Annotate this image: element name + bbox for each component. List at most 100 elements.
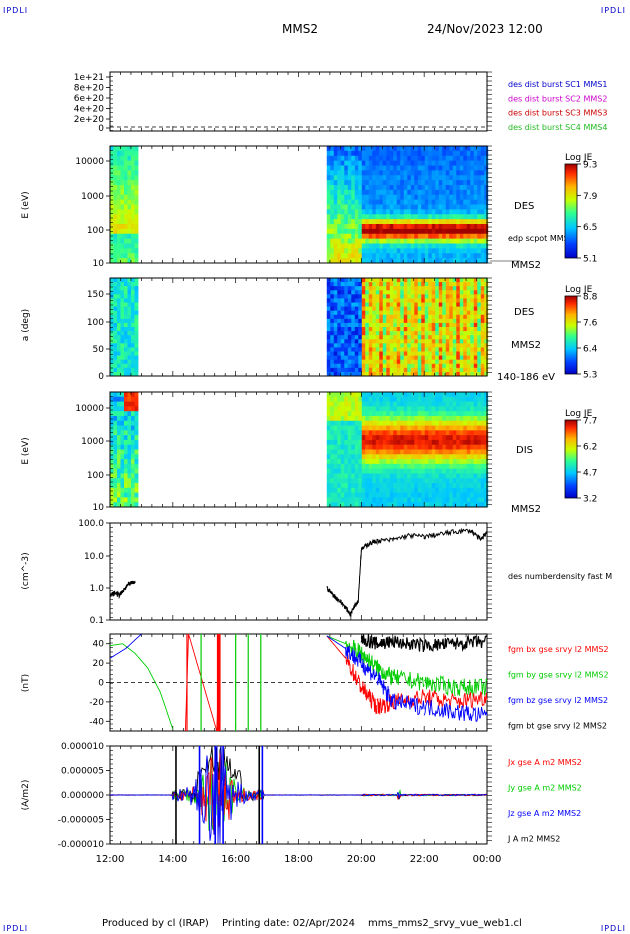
heatmap-cell [330, 180, 335, 186]
heatmap-cell [361, 314, 366, 320]
heatmap-cell [389, 243, 394, 249]
heatmap-cell [431, 473, 436, 479]
fgm-ytick-label: -20 [89, 698, 104, 708]
heatmap-cell [351, 339, 356, 344]
heatmap-cell [382, 314, 387, 320]
heatmap-cell [344, 248, 349, 254]
heatmap-cell [424, 363, 429, 369]
heatmap-cell [452, 449, 457, 455]
heatmap-cell [361, 209, 366, 215]
heatmap-cell [365, 492, 370, 498]
heatmap-cell [477, 444, 482, 450]
heatmap-cell [445, 180, 450, 186]
heatmap-cell [379, 502, 384, 508]
heatmap-cell [438, 170, 443, 176]
heatmap-cell [473, 415, 478, 422]
heatmap-cell [396, 310, 401, 316]
heatmap-cell [456, 322, 461, 328]
heatmap-cell [421, 322, 426, 328]
heatmap-cell [361, 253, 366, 259]
heatmap-cell [470, 219, 475, 225]
heatmap-cell [337, 243, 342, 249]
heatmap-cell [452, 248, 457, 254]
heatmap-cell [127, 278, 132, 283]
heatmap-cell [354, 294, 359, 299]
fgm-legend-entry: fgm bx gse srvy l2 MMS2 [508, 645, 609, 654]
heatmap-cell [424, 302, 429, 307]
heatmap-cell [127, 318, 132, 324]
heatmap-cell [344, 468, 349, 474]
heatmap-cell [410, 420, 415, 426]
heatmap-cell [473, 420, 478, 426]
heatmap-cell [379, 363, 384, 369]
heatmap-cell [438, 444, 443, 450]
heatmap-cell [379, 327, 384, 332]
heatmap-cell [470, 170, 475, 176]
heatmap-cell [403, 228, 408, 235]
heatmap-cell [438, 406, 443, 412]
heatmap-cell [410, 497, 415, 503]
heatmap-cell [333, 444, 338, 450]
heatmap-cell [117, 351, 121, 356]
heatmap-cell [344, 502, 349, 508]
heatmap-cell [431, 224, 436, 230]
heatmap-cell [113, 224, 118, 230]
heatmap-cell [358, 497, 363, 503]
heatmap-cell [407, 160, 412, 166]
heatmap-cell [365, 439, 370, 446]
heatmap-cell [484, 343, 489, 348]
dis-energy-colorbar-label: 4.7 [583, 469, 597, 479]
heatmap-cell [340, 401, 345, 407]
heatmap-cell [131, 155, 135, 162]
heatmap-cell [470, 238, 475, 244]
heatmap-cell [340, 492, 345, 498]
heatmap-cell [452, 335, 457, 340]
heatmap-cell [354, 160, 359, 166]
heatmap-cell [120, 150, 125, 157]
heatmap-cell [473, 306, 478, 312]
heatmap-cell [470, 439, 475, 446]
heatmap-cell [442, 435, 447, 441]
heatmap-cell [449, 401, 454, 407]
heatmap-cell [330, 463, 335, 470]
heatmap-cell [344, 165, 349, 171]
heatmap-cell [326, 253, 331, 259]
heatmap-cell [480, 175, 485, 181]
heatmap-cell [386, 355, 391, 361]
heatmap-cell [414, 298, 419, 303]
heatmap-cell [330, 363, 335, 369]
heatmap-cell [435, 302, 440, 307]
heatmap-cell [358, 367, 363, 373]
heatmap-cell [435, 194, 440, 201]
heatmap-cell [396, 258, 401, 264]
heatmap-cell [358, 185, 363, 191]
heatmap-cell [389, 199, 394, 205]
heatmap-cell [368, 194, 373, 201]
heatmap-cell [470, 449, 475, 455]
heatmap-cell [354, 209, 359, 215]
dis-energy-ylabel: E (eV) [21, 437, 31, 464]
heatmap-cell [466, 160, 471, 166]
heatmap-cell [449, 170, 454, 176]
heatmap-cell [435, 396, 440, 402]
heatmap-cell [414, 347, 419, 352]
heatmap-cell [407, 355, 412, 361]
heatmap-cell [120, 468, 125, 474]
heatmap-cell [400, 444, 405, 450]
heatmap-cell [354, 185, 359, 191]
heatmap-cell [452, 351, 457, 356]
heatmap-cell [428, 439, 433, 446]
heatmap-cell [361, 194, 366, 201]
heatmap-cell [330, 367, 335, 373]
heatmap-cell [466, 204, 471, 210]
heatmap-cell [326, 204, 331, 210]
heatmap-cell [365, 185, 370, 191]
heatmap-cell [393, 314, 398, 320]
heatmap-cell [393, 310, 398, 316]
heatmap-cell [389, 209, 394, 215]
heatmap-cell [445, 204, 450, 210]
heatmap-cell [480, 155, 485, 162]
heatmap-cell [431, 347, 436, 352]
heatmap-cell [386, 248, 391, 254]
heatmap-cell [421, 253, 426, 259]
